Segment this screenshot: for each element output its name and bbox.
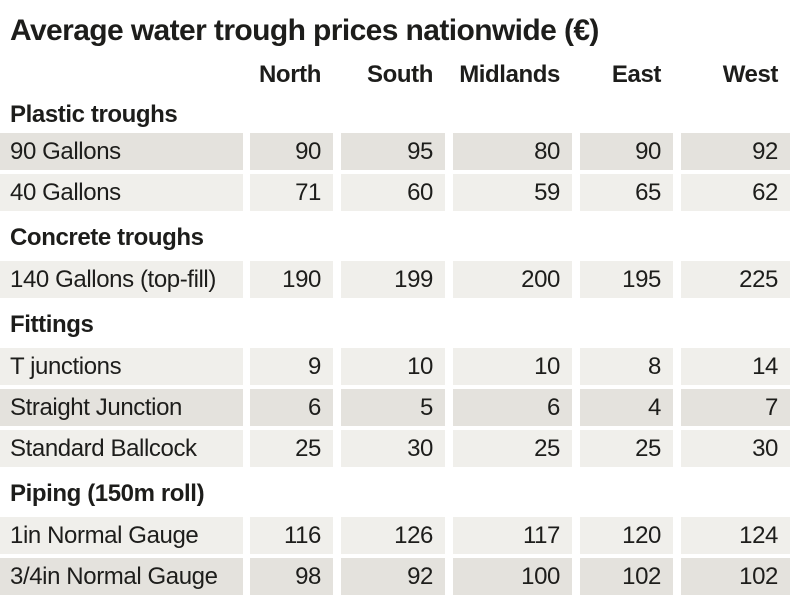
cell-north: 71 [250,174,341,211]
cell-west: 225 [681,261,790,298]
section-header-fittings: Fittings [10,311,94,338]
cell-east: 65 [580,174,681,211]
row-label: 140 Gallons (top-fill) [0,261,250,298]
cell-south: 126 [341,517,453,554]
cell-north: 190 [250,261,341,298]
page-title: Average water trough prices nationwide (… [10,14,599,47]
row-label: 1in Normal Gauge [0,517,250,554]
cell-north: 116 [250,517,341,554]
cell-west: 7 [681,389,790,426]
row-label: 3/4in Normal Gauge [0,558,250,595]
cell-north: 6 [250,389,341,426]
cell-west: 124 [681,517,790,554]
cell-east: 90 [580,133,681,170]
row-label: T junctions [0,348,250,385]
column-header-spacer [0,55,250,97]
column-header-north: North [250,55,341,97]
cell-west: 62 [681,174,790,211]
cell-west: 14 [681,348,790,385]
table-row-straight-junction: Straight Junction 6 5 6 4 7 [0,389,790,426]
column-header-east: East [580,55,681,97]
cell-south: 95 [341,133,453,170]
cell-east: 120 [580,517,681,554]
section-header-plastic-troughs: Plastic troughs [10,101,178,128]
cell-south: 60 [341,174,453,211]
section-header-piping: Piping (150m roll) [10,480,205,507]
table-row-3-4in-normal-gauge: 3/4in Normal Gauge 98 92 100 102 102 [0,558,790,595]
column-header-west: West [681,55,790,97]
table-row-40-gallons: 40 Gallons 71 60 59 65 62 [0,174,790,211]
table-row-140-gallons-top-fill: 140 Gallons (top-fill) 190 199 200 195 2… [0,261,790,298]
cell-north: 98 [250,558,341,595]
row-label: 40 Gallons [0,174,250,211]
cell-midlands: 6 [453,389,580,426]
cell-west: 102 [681,558,790,595]
row-label: 90 Gallons [0,133,250,170]
section-header-concrete-troughs: Concrete troughs [10,224,204,251]
cell-midlands: 10 [453,348,580,385]
cell-north: 9 [250,348,341,385]
cell-midlands: 100 [453,558,580,595]
cell-north: 25 [250,430,341,467]
table-row-90-gallons: 90 Gallons 90 95 80 90 92 [0,133,790,170]
cell-south: 30 [341,430,453,467]
cell-midlands: 117 [453,517,580,554]
cell-west: 30 [681,430,790,467]
table-row-standard-ballcock: Standard Ballcock 25 30 25 25 30 [0,430,790,467]
cell-east: 8 [580,348,681,385]
table-row-t-junctions: T junctions 9 10 10 8 14 [0,348,790,385]
cell-midlands: 80 [453,133,580,170]
cell-north: 90 [250,133,341,170]
cell-south: 92 [341,558,453,595]
cell-west: 92 [681,133,790,170]
cell-midlands: 59 [453,174,580,211]
cell-east: 102 [580,558,681,595]
cell-south: 10 [341,348,453,385]
cell-east: 4 [580,389,681,426]
cell-east: 25 [580,430,681,467]
table-row-1in-normal-gauge: 1in Normal Gauge 116 126 117 120 124 [0,517,790,554]
row-label: Straight Junction [0,389,250,426]
column-header-row: North South Midlands East West [0,55,790,97]
column-header-midlands: Midlands [453,55,580,97]
column-header-south: South [341,55,453,97]
cell-midlands: 25 [453,430,580,467]
cell-east: 195 [580,261,681,298]
cell-south: 5 [341,389,453,426]
row-label: Standard Ballcock [0,430,250,467]
cell-midlands: 200 [453,261,580,298]
cell-south: 199 [341,261,453,298]
